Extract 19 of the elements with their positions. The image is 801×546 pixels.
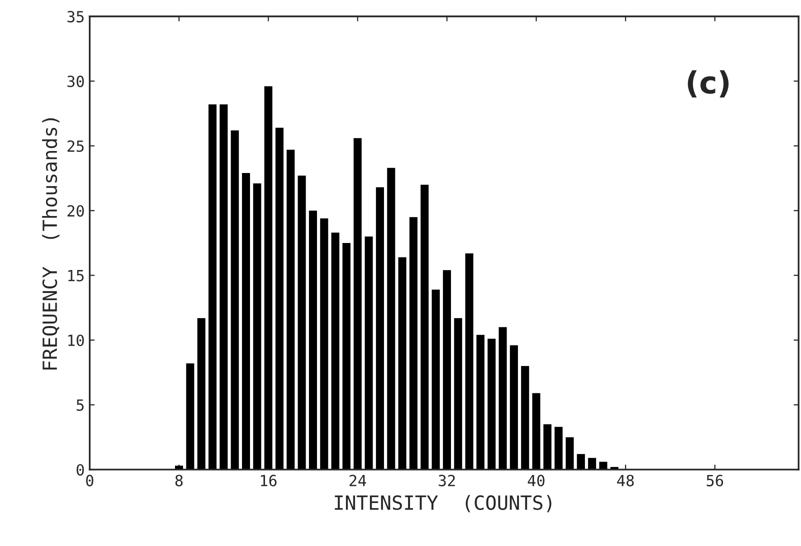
y-tick-label: 15 — [68, 270, 84, 282]
x-tick-label: 32 — [438, 474, 455, 486]
y-tick-label: 30 — [67, 76, 84, 88]
y-tick-label: 35 — [67, 10, 84, 22]
x-tick-label: 56 — [706, 474, 724, 486]
y-axis-title: FREQUENCY (Thousands) — [42, 118, 60, 370]
y-tick-label: 25 — [68, 140, 84, 152]
x-tick-label: 24 — [350, 474, 366, 486]
x-tick-label: 0 — [86, 474, 94, 486]
x-axis-title: INTENSITY (COUNTS) — [334, 494, 552, 512]
x-tick-label: 16 — [260, 474, 277, 486]
x-tick-label: 40 — [528, 474, 544, 486]
y-tick-label: 0 — [76, 464, 84, 476]
annotation: (c) — [688, 70, 729, 98]
x-tick-label: 48 — [617, 474, 634, 486]
y-tick-label: 10 — [68, 334, 84, 346]
y-tick-label: 5 — [76, 400, 84, 411]
y-tick-label: 20 — [68, 205, 84, 217]
x-tick-label: 8 — [175, 474, 183, 486]
